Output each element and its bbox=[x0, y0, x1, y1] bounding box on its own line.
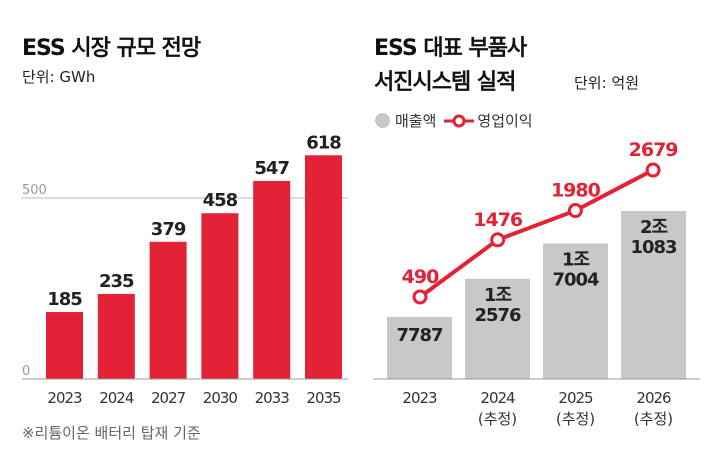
legend-revenue-swatch-icon bbox=[375, 113, 390, 128]
x-tick-label: 2025 bbox=[558, 389, 593, 407]
profit-value-label: 1980 bbox=[551, 180, 601, 202]
bar-2030 bbox=[201, 213, 239, 379]
bar-value-label: 235 bbox=[99, 271, 134, 292]
x-tick-label: 2030 bbox=[203, 389, 238, 407]
bar-2023 bbox=[46, 312, 83, 379]
x-tick-label: 2023 bbox=[47, 389, 82, 407]
left-chart-footnote: ※리튬이온 배터리 탑재 기준 bbox=[22, 424, 201, 442]
x-tick-label: 2026 bbox=[636, 389, 671, 407]
y-tick-label: 0 bbox=[22, 364, 30, 379]
profit-value-label: 490 bbox=[402, 266, 439, 288]
left-chart-title: ESS 시장 규모 전망 bbox=[22, 36, 201, 61]
x-tick-label: 2024 bbox=[480, 389, 515, 407]
revenue-value-label: 7787 bbox=[396, 325, 443, 346]
profit-value-label: 1476 bbox=[473, 209, 523, 231]
x-tick-note: (추정) bbox=[634, 410, 673, 428]
legend-revenue-label: 매출액 bbox=[395, 112, 437, 130]
right-chart-unit: 단위: 억원 bbox=[574, 74, 640, 92]
profit-point-2026 bbox=[645, 162, 661, 178]
profit-point-2023 bbox=[412, 289, 428, 305]
bar-value-label: 379 bbox=[151, 219, 186, 240]
bar-2033 bbox=[253, 180, 291, 379]
right-chart-title-1: ESS 대표 부품사 bbox=[374, 36, 527, 61]
right-chart-title-2: 서진시스템 실적 bbox=[374, 70, 516, 95]
legend-profit-marker-icon bbox=[444, 114, 475, 127]
x-tick-label: 2033 bbox=[255, 389, 290, 407]
profit-line bbox=[418, 168, 655, 299]
x-tick-label: 2027 bbox=[151, 389, 186, 407]
y-tick-label: 500 bbox=[22, 183, 47, 198]
profit-point-2025 bbox=[567, 203, 583, 219]
left-chart-unit: 단위: GWh bbox=[22, 68, 96, 86]
bar-value-label: 618 bbox=[306, 132, 341, 153]
profit-point-2024 bbox=[490, 232, 506, 248]
revenue-bar-2024 bbox=[465, 278, 530, 379]
bar-2024 bbox=[97, 293, 135, 379]
revenue-value-label: 1조 bbox=[562, 250, 590, 271]
revenue-value-label: 1083 bbox=[630, 237, 677, 258]
revenue-value-label: 7004 bbox=[552, 270, 599, 291]
x-tick-label: 2024 bbox=[99, 389, 134, 407]
legend-profit-label: 영업이익 bbox=[477, 112, 533, 130]
bar-value-label: 458 bbox=[203, 190, 238, 211]
bar-2027 bbox=[149, 241, 187, 379]
bar-value-label: 547 bbox=[254, 158, 289, 179]
profit-value-label: 2679 bbox=[629, 139, 678, 161]
revenue-value-label: 1조 bbox=[484, 285, 512, 306]
legend: 매출액 영업이익 bbox=[375, 110, 533, 131]
revenue-value-label: 2576 bbox=[474, 305, 521, 326]
x-tick-label: 2023 bbox=[402, 389, 437, 407]
x-tick-note: (추정) bbox=[556, 410, 595, 428]
revenue-bar-2023 bbox=[387, 316, 452, 379]
revenue-bar-2026 bbox=[621, 211, 686, 379]
x-tick-label: 2035 bbox=[306, 389, 341, 407]
bar-value-label: 185 bbox=[47, 289, 82, 310]
revenue-value-label: 2조 bbox=[640, 217, 668, 238]
x-tick-note: (추정) bbox=[478, 410, 517, 428]
bar-2035 bbox=[305, 155, 342, 379]
revenue-bar-2025 bbox=[543, 243, 608, 379]
